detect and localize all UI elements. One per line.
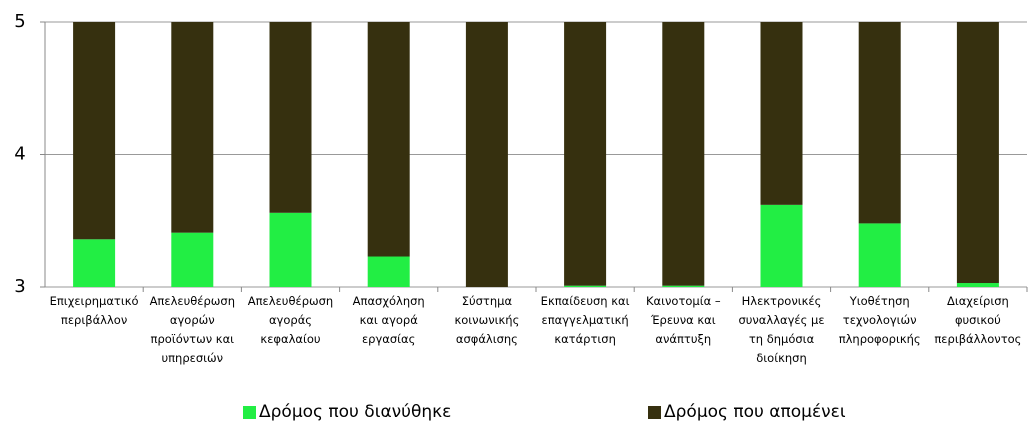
bar-segment <box>858 223 901 287</box>
bar-segment <box>367 256 410 287</box>
bar-segment <box>269 22 312 213</box>
legend-label: Δρόμος που απομένει <box>664 402 846 422</box>
x-tick-label: Απελευθέρωση αγοράς κεφαλαίου <box>247 294 334 346</box>
bar-segment <box>858 22 901 224</box>
bar-segment <box>662 22 705 286</box>
bar-segment <box>367 22 410 257</box>
x-tick-label: Ηλεκτρονικές συναλλαγές με τη δημόσια δι… <box>738 294 825 365</box>
bar-segment <box>564 22 607 286</box>
x-tick-label: Απελευθέρωση αγορών προϊόντων και υπηρεσ… <box>149 294 236 365</box>
x-tick-label: Επιχειρηματικό περιβάλλον <box>49 294 139 327</box>
bar-segment <box>73 22 116 240</box>
bar-segment <box>171 22 214 233</box>
x-tick-label: Σύστημα κοινωνικής ασφάλισης <box>454 294 520 346</box>
x-tick-label: Απασχόληση και αγορά εργασίας <box>352 294 425 346</box>
legend-label: Δρόμος που διανύθηκε <box>259 402 452 422</box>
bar-segment <box>564 285 607 287</box>
y-tick-label: 3 <box>14 276 25 297</box>
y-tick-label: 5 <box>14 11 25 32</box>
bar-segment <box>269 212 312 287</box>
bar-segment <box>465 22 508 287</box>
bar-segment <box>760 204 803 287</box>
legend-item: Δρόμος που απομένει <box>648 402 846 422</box>
legend-swatch <box>243 405 256 419</box>
x-tick-label: Καινοτομία – Έρευνα και ανάπτυξη <box>645 294 721 346</box>
legend-item: Δρόμος που διανύθηκε <box>243 402 451 422</box>
x-tick-label: Εκπαίδευση και επαγγελματική κατάρτιση <box>540 294 630 346</box>
bar-segment <box>662 285 705 287</box>
bar-segment <box>956 22 999 284</box>
x-tick-label: Διαχείριση φυσικού περιβάλλοντος <box>934 294 1022 346</box>
bar-segment <box>956 283 999 287</box>
bar-segment <box>760 22 803 205</box>
x-tick-label: Υιοθέτηση τεχνολογιών πληροφορικής <box>838 294 921 346</box>
legend-swatch <box>648 405 661 419</box>
bar-segment <box>171 232 214 287</box>
bar-segment <box>73 239 116 287</box>
y-tick-label: 4 <box>14 144 25 165</box>
